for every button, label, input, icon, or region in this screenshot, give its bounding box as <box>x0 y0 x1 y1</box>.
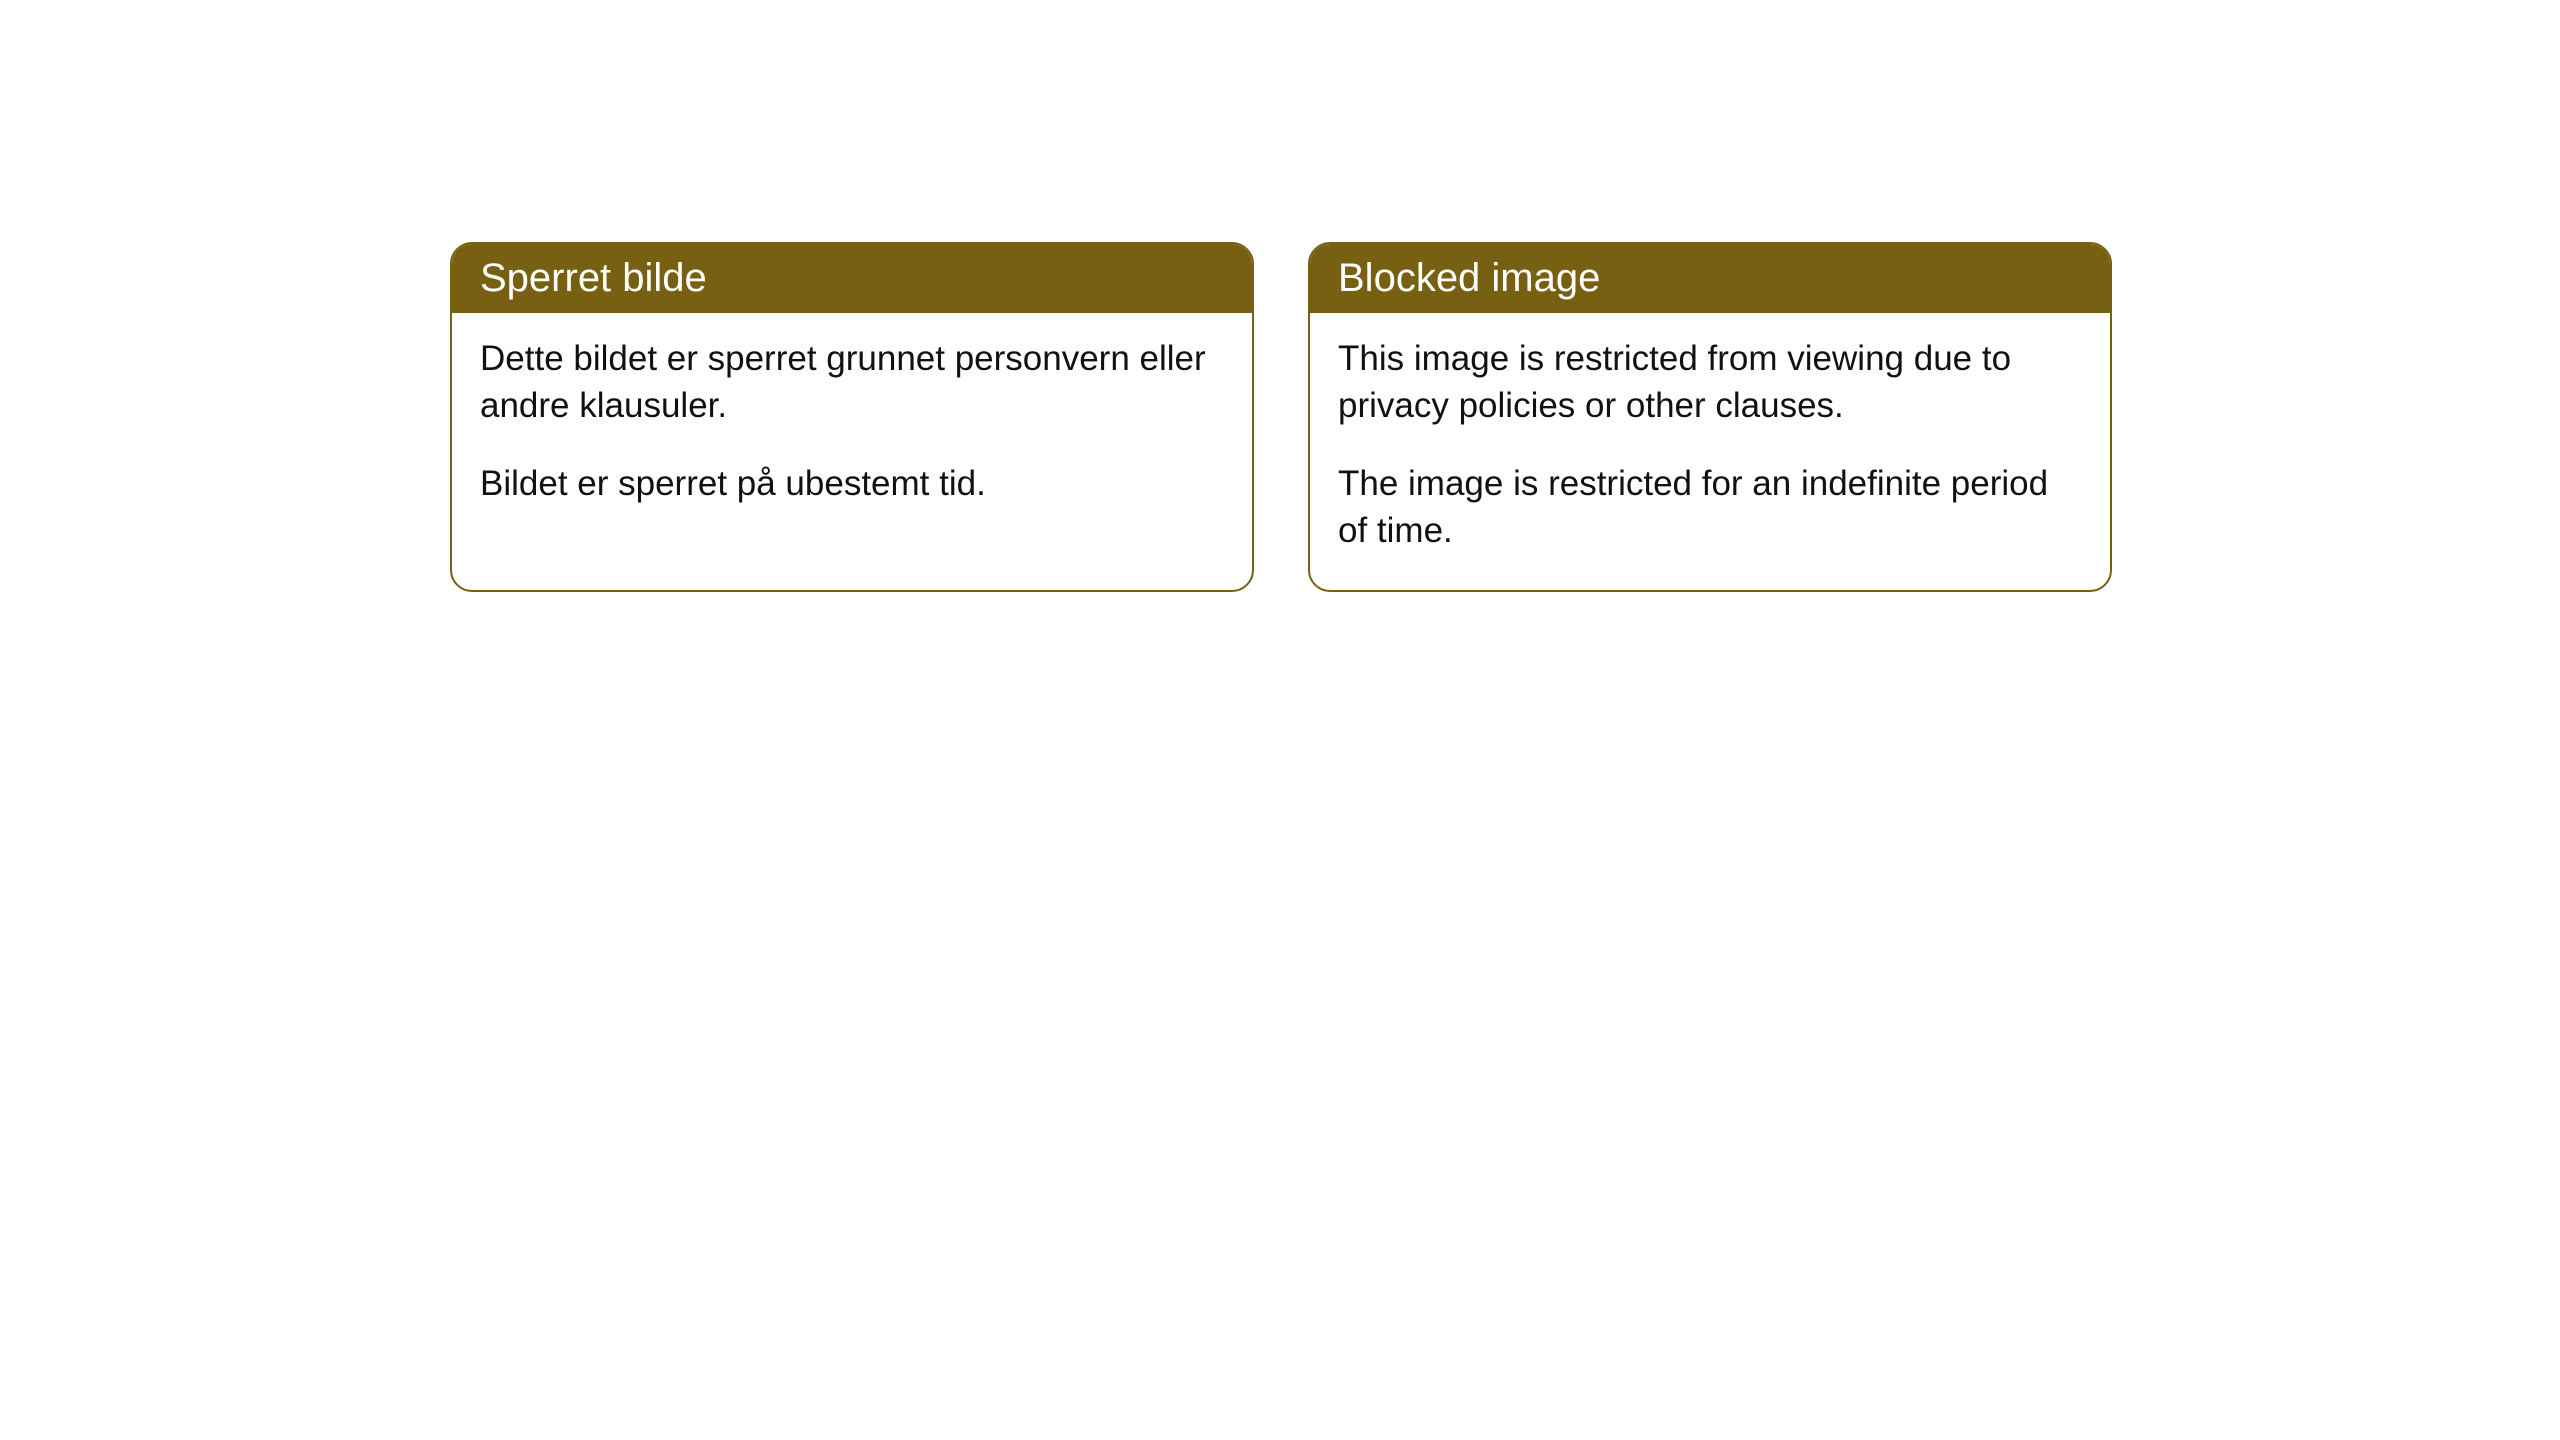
card-title: Blocked image <box>1338 256 1600 300</box>
card-header-norwegian: Sperret bilde <box>452 244 1252 313</box>
card-paragraph: The image is restricted for an indefinit… <box>1338 460 2082 555</box>
card-norwegian: Sperret bilde Dette bildet er sperret gr… <box>450 242 1254 592</box>
card-body-norwegian: Dette bildet er sperret grunnet personve… <box>452 313 1252 543</box>
cards-container: Sperret bilde Dette bildet er sperret gr… <box>450 242 2112 592</box>
card-paragraph: Dette bildet er sperret grunnet personve… <box>480 335 1224 430</box>
card-title: Sperret bilde <box>480 256 707 300</box>
card-paragraph: This image is restricted from viewing du… <box>1338 335 2082 430</box>
card-header-english: Blocked image <box>1310 244 2110 313</box>
card-english: Blocked image This image is restricted f… <box>1308 242 2112 592</box>
card-paragraph: Bildet er sperret på ubestemt tid. <box>480 460 1224 507</box>
card-body-english: This image is restricted from viewing du… <box>1310 313 2110 590</box>
